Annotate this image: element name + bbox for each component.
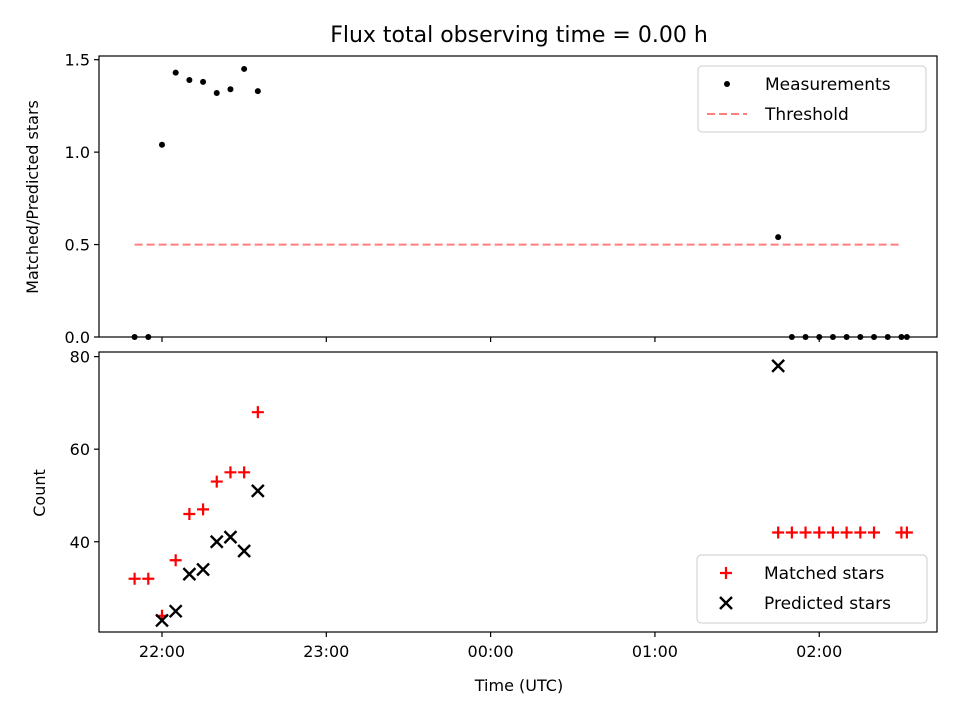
predicted-star-point [223,530,238,544]
axes-frame [98,55,938,338]
matched-star-point [813,526,826,539]
legend: Matched stars Predicted stars [696,554,928,624]
legend-label: Threshold [764,105,849,125]
x-tick-label: 00:00 [468,642,514,661]
series-matched-stars [128,406,913,622]
matched-star-point [868,526,881,539]
predicted-star-point [168,604,183,619]
matched-star-point [238,466,251,479]
legend-label: Measurements [765,75,891,95]
matched-star-point [840,526,853,539]
legend: Measurements Threshold [697,65,927,133]
predicted-star-point [237,544,251,558]
chart-title: Flux total observing time = 0.00 h [330,23,708,48]
legend-marker-matched [720,567,732,579]
matched-star-point [224,466,237,479]
predicted-star-point [196,562,210,577]
y-tick-label: 80 [70,348,90,367]
x-tick-label: 01:00 [632,642,678,661]
predicted-star-point [182,567,197,581]
measurement-point [158,141,165,148]
matched-star-point [128,572,141,585]
matched-star-point [826,526,839,539]
bottom-panel: 40 60 80 22:00 23:00 00:00 01:00 02:00 Matched s… [70,348,938,661]
matched-star-point [854,526,867,539]
matched-star-point [210,475,223,488]
matched-star-point [169,554,182,567]
matched-star-point [772,526,785,539]
legend-marker-measurements [724,81,730,87]
matched-star-point [197,503,210,516]
matched-star-point [142,572,155,585]
legend-frame [697,65,927,133]
top-y-axis-label: Matched/Predicted stars [23,100,42,294]
predicted-star-point [155,613,169,628]
measurement-point [241,65,248,72]
y-tick-label: 0.0 [65,328,90,347]
matched-star-point [183,507,196,520]
x-axis-label: Time (UTC) [474,676,563,695]
bottom-y-axis-label: Count [30,469,49,517]
matched-star-point [900,526,913,539]
top-panel: 0.0 0.5 1.0 1.5 Measurements Threshold [65,51,938,347]
measurement-point [775,234,782,241]
matched-star-point [251,406,264,419]
matched-star-point [785,526,798,539]
legend-label: Predicted stars [764,594,891,614]
predicted-star-point [250,483,265,498]
measurement-point [213,89,220,96]
x-tick-label: 23:00 [303,642,349,661]
predicted-star-point [771,359,786,373]
y-tick-label: 0.5 [65,236,90,255]
series-measurements [131,65,910,340]
y-tick-label: 60 [70,440,90,459]
axes-frame [98,351,938,633]
series-predicted-stars [155,359,786,628]
measurement-point [172,69,179,76]
legend-frame [696,554,928,624]
legend-label: Matched stars [764,564,884,584]
x-tick-label: 02:00 [796,642,842,661]
legend-marker-predicted [719,596,733,610]
x-tick-label: 22:00 [139,642,185,661]
y-tick-label: 40 [70,533,90,552]
y-tick-label: 1.0 [65,143,90,162]
measurement-point [186,77,193,84]
predicted-star-point [209,534,224,549]
measurement-point [200,78,207,85]
measurement-point [254,88,261,95]
measurement-point [227,86,234,93]
matched-star-point [799,526,812,539]
y-tick-label: 1.5 [65,51,90,70]
